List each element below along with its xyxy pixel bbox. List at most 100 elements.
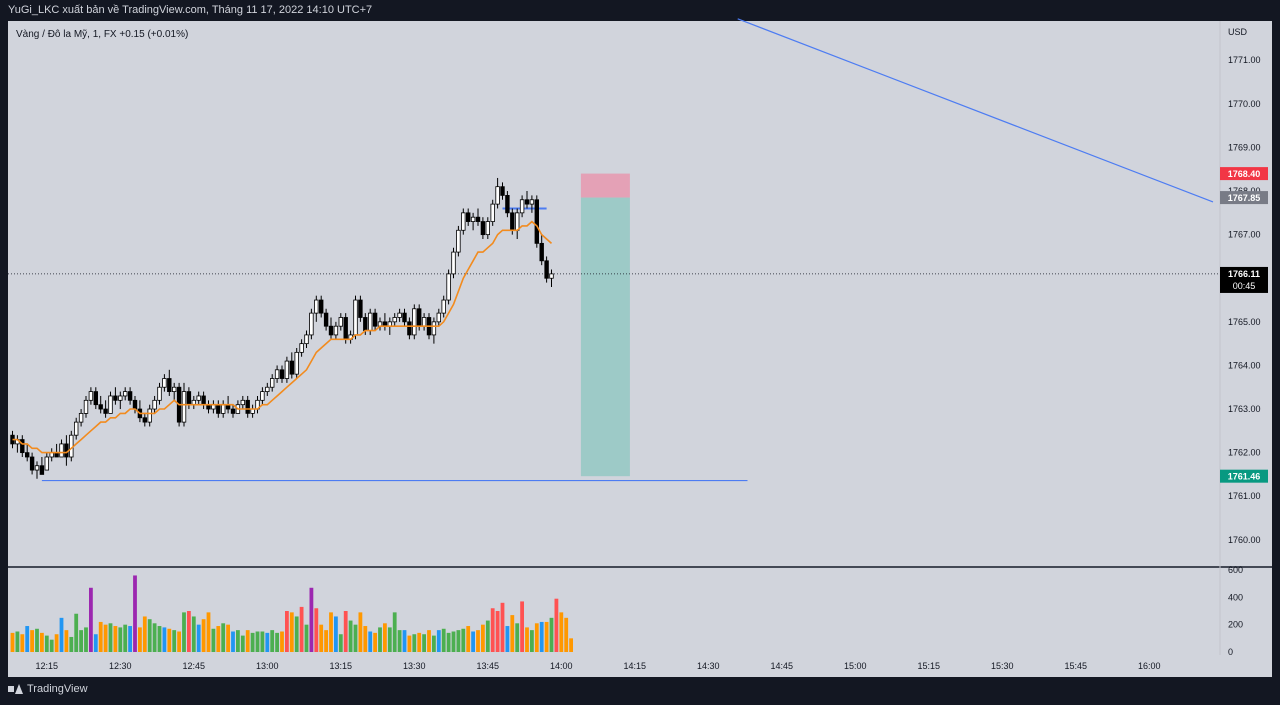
candle-body[interactable] xyxy=(289,360,294,375)
candle-body[interactable] xyxy=(549,273,554,279)
volume-bar xyxy=(40,632,44,652)
candle-body[interactable] xyxy=(299,343,304,353)
candle-body[interactable] xyxy=(265,386,270,392)
candle-body[interactable] xyxy=(524,199,530,205)
candle-body[interactable] xyxy=(343,317,348,340)
candle-body[interactable] xyxy=(461,212,466,231)
candle-body[interactable] xyxy=(113,395,118,401)
candle-body[interactable] xyxy=(407,321,412,336)
candle-body[interactable] xyxy=(294,351,299,375)
candle-body[interactable] xyxy=(88,391,94,401)
candle-body[interactable] xyxy=(529,199,535,205)
candle-body[interactable] xyxy=(230,408,236,414)
candle-body[interactable] xyxy=(171,386,177,392)
candle-body[interactable] xyxy=(20,439,25,454)
candle-body[interactable] xyxy=(495,186,500,205)
candle-body[interactable] xyxy=(123,391,128,397)
candle-body[interactable] xyxy=(436,312,441,323)
candle-body[interactable] xyxy=(397,312,402,318)
diagonal-trendline[interactable] xyxy=(737,18,1214,203)
candle-body[interactable] xyxy=(186,391,192,406)
candle-body[interactable] xyxy=(29,456,35,471)
candle-body[interactable] xyxy=(392,317,397,323)
candle-body[interactable] xyxy=(465,212,471,222)
candle-body[interactable] xyxy=(505,194,510,214)
candle-body[interactable] xyxy=(314,299,319,314)
candle-body[interactable] xyxy=(534,199,539,244)
candle-body[interactable] xyxy=(59,443,64,458)
candle-body[interactable] xyxy=(323,312,329,327)
candle-body[interactable] xyxy=(142,417,147,423)
candle-body[interactable] xyxy=(167,378,172,392)
candle-body[interactable] xyxy=(318,299,324,314)
candle-body[interactable] xyxy=(196,395,201,401)
candle-body[interactable] xyxy=(421,317,427,327)
candle-body[interactable] xyxy=(353,299,358,336)
candle-body[interactable] xyxy=(132,399,138,410)
candle-body[interactable] xyxy=(162,378,167,388)
candle-body[interactable] xyxy=(78,412,84,423)
candle-body[interactable] xyxy=(451,251,456,275)
candle-body[interactable] xyxy=(83,399,89,414)
candle-body[interactable] xyxy=(367,312,373,331)
candle-body[interactable] xyxy=(431,321,437,336)
tradingview-logo[interactable]: TradingView xyxy=(8,683,88,695)
candle-body[interactable] xyxy=(152,399,157,410)
candle-body[interactable] xyxy=(333,325,339,336)
candle-body[interactable] xyxy=(544,260,549,279)
take-profit-zone[interactable] xyxy=(580,197,630,477)
candle-body[interactable] xyxy=(284,360,290,379)
candle-body[interactable] xyxy=(39,465,45,475)
candle-body[interactable] xyxy=(181,391,187,423)
candle-body[interactable] xyxy=(470,216,476,222)
candle-body[interactable] xyxy=(216,404,221,414)
candle-body[interactable] xyxy=(269,378,275,388)
candle-body[interactable] xyxy=(515,212,520,231)
candle-body[interactable] xyxy=(34,465,40,471)
candle-body[interactable] xyxy=(358,299,363,318)
stop-loss-zone[interactable] xyxy=(580,173,630,198)
footer-brand: TradingView xyxy=(27,683,88,695)
candle-body[interactable] xyxy=(456,229,461,253)
candle-body[interactable] xyxy=(274,369,280,379)
candle-body[interactable] xyxy=(220,404,226,414)
candle-body[interactable] xyxy=(372,312,378,327)
candle-body[interactable] xyxy=(363,317,368,331)
candle-body[interactable] xyxy=(519,199,525,214)
candle-body[interactable] xyxy=(279,369,285,379)
candle-body[interactable] xyxy=(480,221,486,236)
candle-body[interactable] xyxy=(118,395,123,401)
candle-body[interactable] xyxy=(304,334,309,345)
price-tick-label: 1760.00 xyxy=(1228,535,1261,545)
candle-body[interactable] xyxy=(44,456,49,471)
candle-body[interactable] xyxy=(500,186,505,196)
candle-body[interactable] xyxy=(416,308,422,327)
candle-body[interactable] xyxy=(74,421,79,436)
candle-body[interactable] xyxy=(157,386,162,401)
candle-body[interactable] xyxy=(147,408,152,423)
candle-body[interactable] xyxy=(103,408,108,414)
candle-body[interactable] xyxy=(402,312,407,323)
candle-body[interactable] xyxy=(441,299,446,314)
candle-body[interactable] xyxy=(485,221,490,236)
candle-body[interactable] xyxy=(475,216,481,222)
candle-body[interactable] xyxy=(338,317,343,327)
candle-body[interactable] xyxy=(412,308,417,336)
candle-body[interactable] xyxy=(446,273,451,301)
candle-body[interactable] xyxy=(127,391,133,401)
candle-body[interactable] xyxy=(539,242,544,262)
candle-body[interactable] xyxy=(201,395,206,406)
candle-body[interactable] xyxy=(98,404,103,410)
candle-body[interactable] xyxy=(108,395,113,414)
candle-body[interactable] xyxy=(309,312,314,336)
candle-body[interactable] xyxy=(240,399,245,406)
candle-body[interactable] xyxy=(490,203,495,222)
candle-body[interactable] xyxy=(328,325,334,336)
candle-body[interactable] xyxy=(510,212,515,231)
candle-body[interactable] xyxy=(24,452,30,458)
candle-body[interactable] xyxy=(93,391,98,406)
volume-tick-label: 200 xyxy=(1228,620,1243,630)
candle-body[interactable] xyxy=(245,399,250,414)
candle-body[interactable] xyxy=(260,391,265,401)
